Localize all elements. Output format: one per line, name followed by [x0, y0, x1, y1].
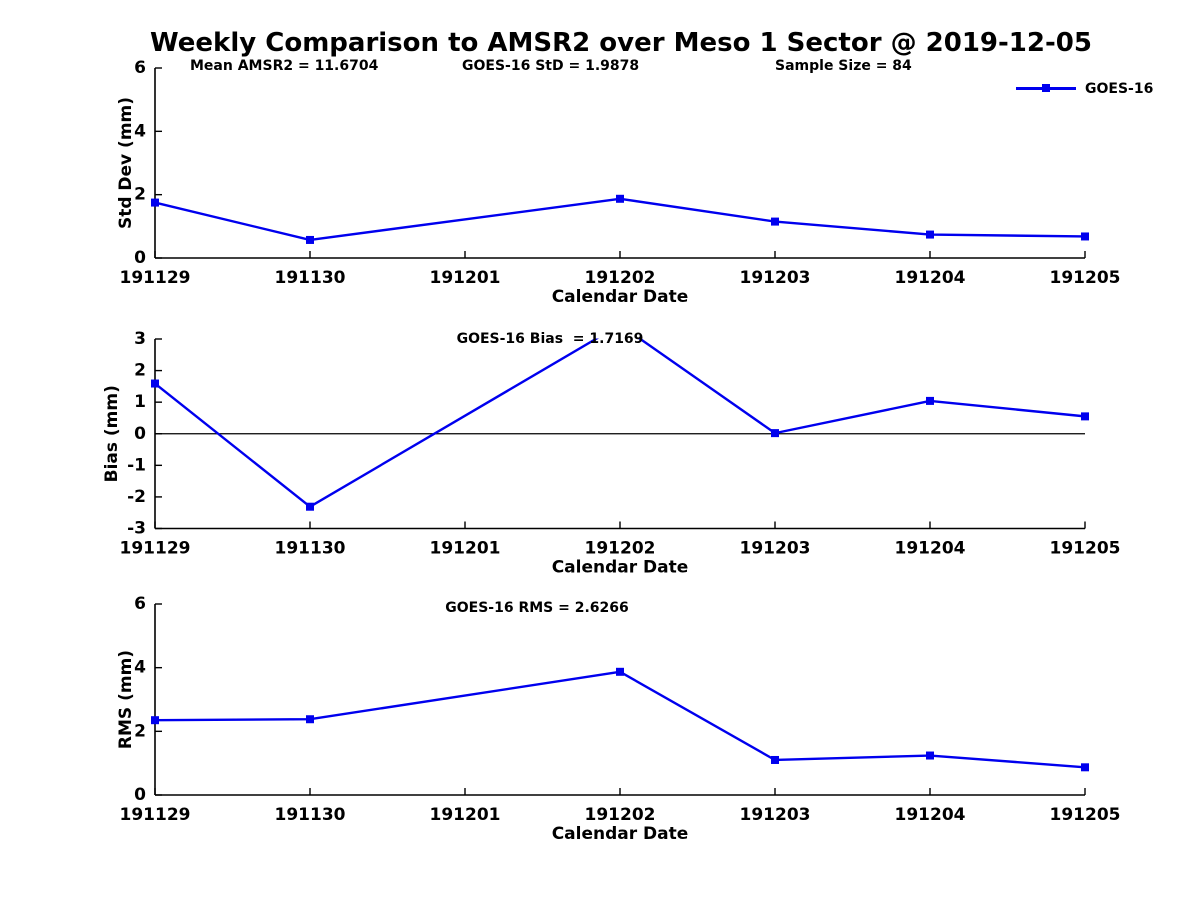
y-tick-label: -2: [127, 487, 146, 507]
data-point-marker: [1081, 763, 1089, 772]
y-tick-label: 0: [134, 248, 146, 268]
chart-annotation: GOES-16 Bias = 1.7169: [457, 331, 644, 347]
annotation-sample-size: Sample Size = 84: [775, 58, 912, 74]
x-tick-label: 191205: [1050, 268, 1121, 288]
x-tick-label: 191201: [430, 805, 501, 825]
data-point-marker: [771, 217, 779, 226]
x-tick-label: 191203: [740, 268, 811, 288]
y-tick-label: 4: [134, 658, 146, 678]
series-line-goes-16: [154, 670, 1086, 769]
y-tick-label: -3: [127, 519, 146, 539]
y-tick-label: -1: [127, 455, 146, 475]
data-point-marker: [306, 235, 314, 244]
x-tick-label: 191129: [120, 539, 191, 559]
data-point-marker: [926, 230, 934, 239]
series-line-goes-16: [154, 197, 1086, 242]
series-markers: [151, 667, 1089, 772]
series-line-goes-16: [154, 338, 1086, 508]
x-tick-label: 191203: [740, 805, 811, 825]
data-point-marker: [306, 502, 314, 511]
x-tick-label: 191202: [585, 805, 656, 825]
x-tick-label: 191201: [430, 539, 501, 559]
y-axis-label: Bias (mm): [102, 385, 122, 482]
x-tick-label: 191204: [895, 268, 966, 288]
data-point-marker: [616, 194, 624, 203]
data-point-marker: [771, 429, 779, 438]
x-tick-label: 191129: [120, 268, 191, 288]
x-tick-label: 191205: [1050, 805, 1121, 825]
x-axis-label: Calendar Date: [552, 824, 689, 844]
x-tick-label: 191130: [275, 268, 346, 288]
series-markers: [151, 194, 1089, 244]
figure-title: Weekly Comparison to AMSR2 over Meso 1 S…: [150, 28, 1092, 58]
x-tick-label: 191129: [120, 805, 191, 825]
x-tick-label: 191204: [895, 539, 966, 559]
x-tick-label: 191205: [1050, 539, 1121, 559]
x-tick-label: 191202: [585, 268, 656, 288]
data-point-marker: [926, 396, 934, 405]
chart-rms: 0 2 4 6 191129 191130 191201 191202 191203 191204…: [116, 594, 1120, 844]
y-tick-label: 2: [134, 185, 146, 205]
y-tick-label: 0: [134, 424, 146, 444]
y-tick-label: 3: [134, 329, 146, 349]
x-tick-label: 191204: [895, 805, 966, 825]
chart-std-dev: 0 2 4 6 191129 191130 191201 191202 191203 191204…: [116, 58, 1120, 307]
x-axis-label: Calendar Date: [552, 558, 689, 578]
y-tick-label: 4: [134, 121, 146, 141]
annotation-goes16-std: GOES-16 StD = 1.9878: [462, 58, 640, 74]
series-markers: [151, 321, 1089, 511]
data-point-marker: [1081, 412, 1089, 421]
chart-bias: -3 -2 -1 0 1 2 3 191129 191130 191201 191202 191203…: [102, 321, 1121, 578]
x-axis-label: Calendar Date: [552, 287, 689, 307]
y-tick-label: 2: [134, 361, 146, 381]
chart-annotation: GOES-16 RMS = 2.6266: [445, 600, 629, 616]
data-point-marker: [616, 321, 624, 329]
y-tick-label: 6: [134, 594, 146, 614]
data-point-marker: [306, 715, 314, 724]
x-tick-label: 191203: [740, 539, 811, 559]
y-axis-label: Std Dev (mm): [116, 97, 136, 229]
data-point-marker: [151, 716, 159, 725]
y-tick-label: 0: [134, 785, 146, 805]
y-axis-label: RMS (mm): [116, 650, 136, 749]
y-tick-label: 6: [134, 58, 146, 78]
legend-line-sample: [1016, 84, 1076, 93]
y-tick-label: 1: [134, 392, 146, 412]
annotation-mean-amsr2: Mean AMSR2 = 11.6704: [190, 58, 379, 74]
x-tick-label: 191201: [430, 268, 501, 288]
legend: GOES-16: [1016, 80, 1153, 97]
x-tick-label: 191130: [275, 805, 346, 825]
data-point-marker: [151, 198, 159, 207]
legend-square-marker-icon: [1042, 84, 1050, 93]
data-point-marker: [771, 755, 779, 764]
x-tick-label: 191202: [585, 539, 656, 559]
legend-label: GOES-16: [1085, 80, 1154, 97]
x-tick-label: 191130: [275, 539, 346, 559]
data-point-marker: [1081, 232, 1089, 241]
y-tick-label: 2: [134, 721, 146, 741]
data-point-marker: [616, 667, 624, 676]
data-point-marker: [926, 751, 934, 760]
data-point-marker: [151, 379, 159, 388]
